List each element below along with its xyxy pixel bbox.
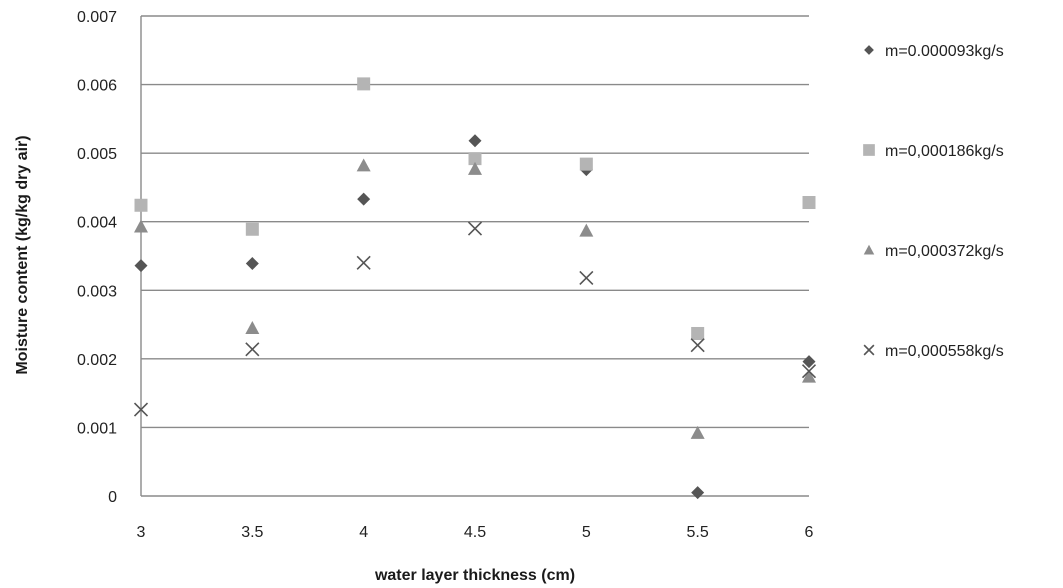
point-series1-0 [134, 259, 148, 273]
x-axis-title: water layer thickness (cm) [374, 567, 575, 584]
x-tick-label: 6 [805, 524, 814, 541]
point-series4-3-stroke-b [467, 221, 483, 236]
point-series4-4 [579, 270, 594, 286]
point-series1-1 [245, 257, 259, 271]
point-series4-2-stroke-b [356, 255, 371, 270]
gridlines [141, 15, 809, 429]
point-series4-4-stroke-b [579, 270, 594, 286]
point-series4-0 [133, 402, 149, 417]
point-series2-2 [357, 77, 371, 91]
point-series4-1 [245, 342, 260, 357]
point-series3-1 [245, 321, 260, 334]
legend-marker-4 [863, 344, 875, 356]
point-series4-5 [690, 338, 705, 353]
data-points [133, 77, 817, 500]
point-series4-3 [467, 221, 483, 236]
y-tick-label: 0.004 [77, 215, 117, 232]
point-series3-2 [356, 158, 371, 172]
legend-marker-4-stroke-b [863, 344, 875, 356]
tick-labels: 0 0.001 0.002 0.003 0.004 0.005 0.006 0.007 3 3.5… [77, 9, 814, 541]
legend-marker-3 [863, 244, 875, 255]
legend-label-4: m=0,000558kg/s [885, 343, 1004, 360]
point-series2-0 [134, 198, 148, 212]
point-series2-4 [579, 157, 593, 171]
point-series2-1 [245, 222, 259, 236]
point-series1-3 [468, 134, 482, 148]
point-series4-6-stroke-b [801, 364, 817, 379]
point-series2-6 [802, 196, 816, 210]
point-series4-0-stroke-b [133, 402, 149, 417]
y-tick-label: 0.007 [77, 9, 117, 26]
point-series4-6 [801, 364, 817, 379]
x-tick-label: 3 [137, 524, 146, 541]
x-tick-label: 5 [582, 524, 591, 541]
legend-label-1: m=0.000093kg/s [885, 43, 1004, 60]
point-series3-3 [468, 161, 482, 175]
point-series1-5 [691, 486, 705, 500]
legend-marker-2 [863, 144, 875, 156]
y-tick-label: 0.003 [77, 283, 117, 300]
x-tick-label: 4 [359, 524, 368, 541]
y-tick-label: 0 [108, 489, 117, 506]
point-series4-2 [356, 255, 371, 270]
x-tick-label: 5.5 [687, 524, 709, 541]
legend-label-3: m=0,000372kg/s [885, 243, 1004, 260]
y-tick-label: 0.005 [77, 146, 117, 163]
y-tick-label: 0.006 [77, 78, 117, 95]
point-series3-0 [134, 219, 148, 233]
legend-label-2: m=0,000186kg/s [885, 143, 1004, 160]
x-tick-label: 3.5 [241, 524, 263, 541]
point-series3-4 [579, 223, 594, 237]
point-series4-1-stroke-b [245, 342, 260, 357]
x-tick-label: 4.5 [464, 524, 486, 541]
y-tick-label: 0.001 [77, 420, 117, 437]
point-series1-2 [357, 192, 371, 206]
point-series2-3 [468, 152, 482, 166]
legend: m=0.000093kg/s m=0,000186kg/s m=0,000372kg… [863, 43, 1004, 360]
axes [140, 16, 809, 497]
point-series4-5-stroke-b [690, 338, 705, 353]
y-axis-title: Moisture content (kg/kg dry air) [14, 135, 31, 374]
point-series2-5 [691, 326, 705, 340]
legend-marker-1 [864, 45, 874, 55]
point-series3-6 [802, 369, 816, 383]
point-series3-5 [690, 425, 705, 439]
y-tick-label: 0.002 [77, 352, 117, 369]
point-series1-6 [802, 355, 816, 369]
